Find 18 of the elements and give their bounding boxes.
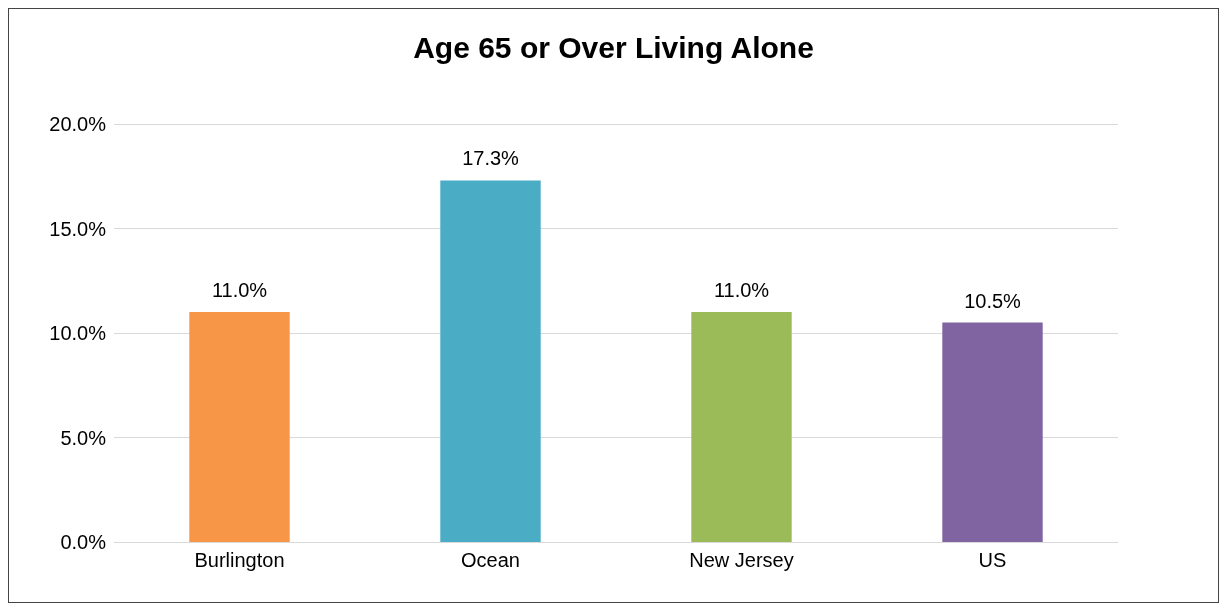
x-tick-label: Burlington [194, 549, 285, 571]
y-tick-label: 20.0% [49, 113, 107, 135]
bar [691, 312, 792, 542]
x-tick-label: Ocean [461, 549, 520, 571]
data-label: 11.0% [211, 279, 268, 302]
data-label: 17.3% [462, 147, 520, 170]
y-tick-label: 5.0% [60, 426, 107, 449]
x-tick-label: US [978, 549, 1007, 571]
x-tick-label: New Jersey [689, 549, 794, 571]
chart-title: Age 65 or Over Living Alone [413, 30, 814, 64]
data-label: 11.0% [713, 279, 770, 302]
bar [440, 180, 541, 542]
y-tick-label: 15.0% [49, 217, 107, 240]
y-tick-label: 10.0% [49, 322, 107, 344]
bar [942, 322, 1043, 542]
bar [189, 312, 290, 542]
data-label: 10.5% [964, 289, 1022, 312]
y-tick-label: 0.0% [60, 531, 107, 553]
